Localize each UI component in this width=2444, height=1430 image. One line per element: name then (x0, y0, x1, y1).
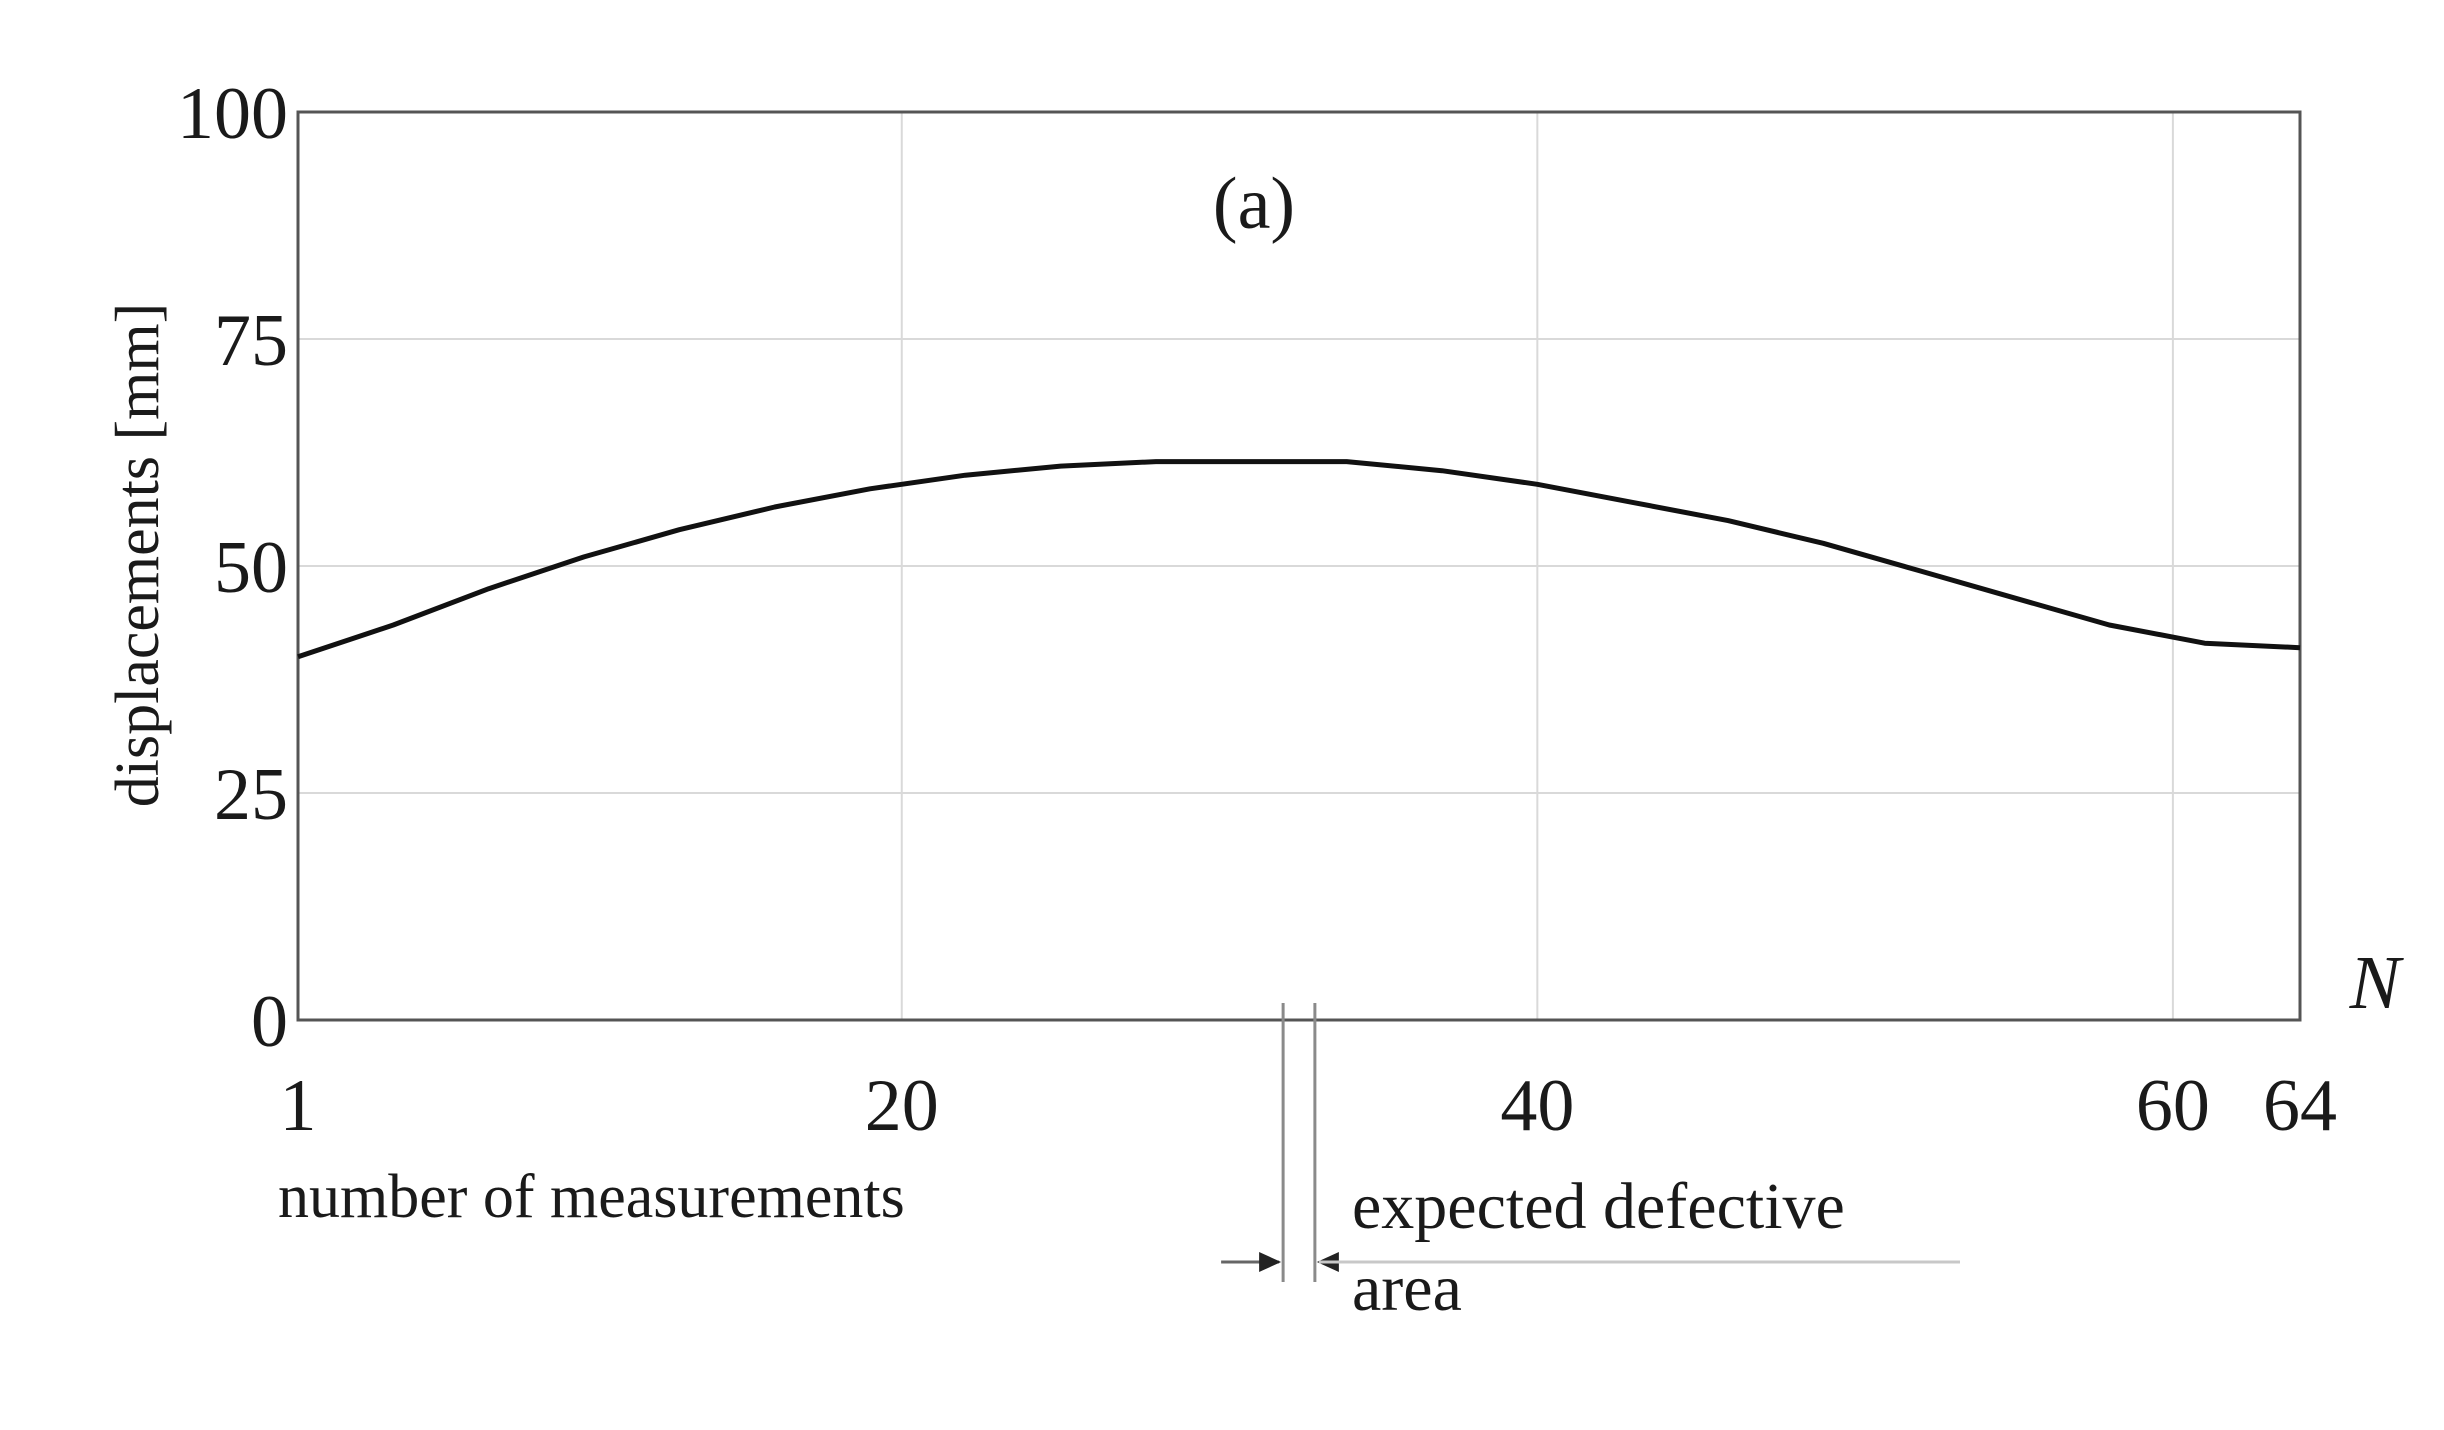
x-tick-label: 1 (280, 1065, 317, 1147)
annotation-arrowhead-left (1259, 1252, 1282, 1272)
y-tick-labels: 0 25 50 75 100 (177, 73, 288, 1063)
plot-frame (296, 110, 2302, 1022)
x-tick-label: 64 (2263, 1065, 2337, 1147)
y-axis-label: displacements [mm] (104, 303, 172, 807)
x-tick-label: 60 (2136, 1065, 2210, 1147)
y-tick-label: 75 (214, 300, 288, 382)
x-tick-label: 40 (1500, 1065, 1574, 1147)
x-axis-symbol: N (2349, 941, 2405, 1025)
x-tick-label: 20 (865, 1065, 939, 1147)
annotation-text-line2: area (1352, 1252, 1462, 1325)
grid-lines (298, 112, 2300, 1020)
series-line (297, 459, 2301, 660)
annotation-text-line1: expected defective (1352, 1170, 1845, 1243)
y-tick-label: 0 (251, 981, 288, 1063)
chart-title: (a) (1213, 163, 1295, 245)
y-tick-label: 50 (214, 527, 288, 609)
y-tick-label: 100 (177, 73, 288, 155)
x-tick-labels: 1 20 40 60 64 (280, 1065, 2338, 1147)
x-axis-label: number of measurements (278, 1163, 905, 1231)
defect-annotation (1221, 1003, 1960, 1282)
y-tick-label: 25 (214, 754, 288, 836)
